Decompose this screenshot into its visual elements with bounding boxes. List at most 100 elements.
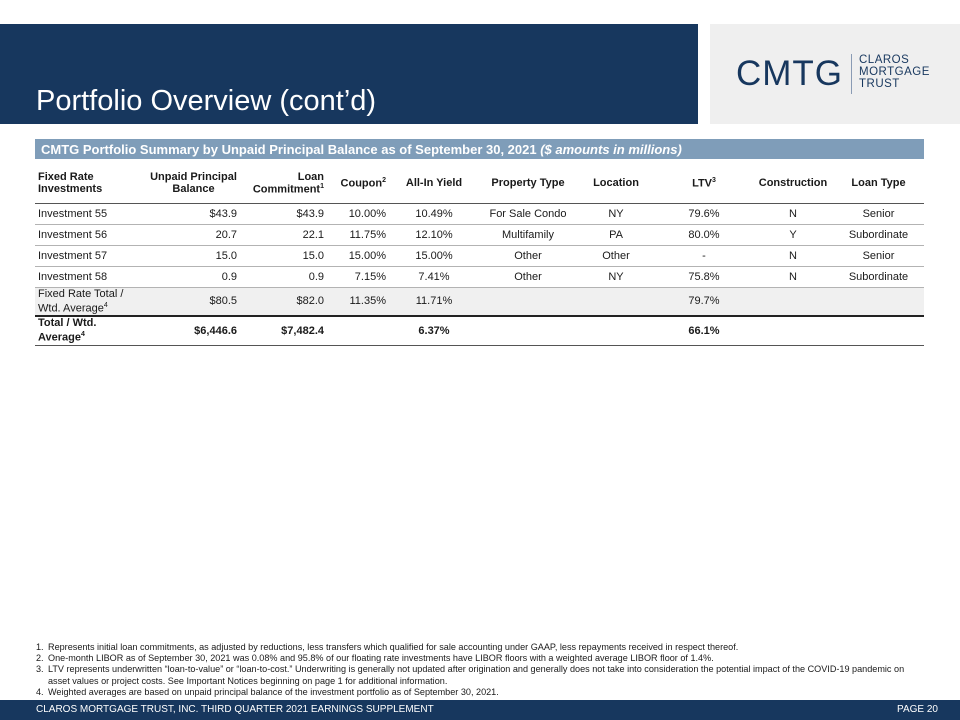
cell-yield: 12.10% (415, 229, 453, 241)
cell-property-type: Other (514, 271, 542, 283)
section-header-bar: CMTG Portfolio Summary by Unpaid Princip… (35, 139, 924, 159)
col-header-coupon: Coupon2 (327, 163, 389, 204)
cell-location: NY (608, 208, 624, 220)
portfolio-summary-table: Fixed Rate Investments Unpaid Principal … (35, 163, 924, 346)
footnote: 2. One-month LIBOR as of September 30, 20… (36, 653, 928, 664)
cell-commitment: 22.1 (302, 229, 324, 241)
subtotal-label-line: Wtd. Average (38, 302, 104, 315)
footer-page-number: PAGE 20 (897, 704, 938, 715)
col-header-construction: Construction (758, 177, 828, 189)
col-header-location: Location (593, 177, 639, 189)
cell-upb: 0.9 (221, 271, 237, 283)
col-header-ltv: LTV3 (655, 163, 753, 204)
footnote-number: 4. (36, 686, 44, 697)
cell-ltv: 80.0% (688, 229, 720, 241)
total-empty (479, 316, 577, 346)
subtotal-yield: 11.71% (415, 295, 453, 308)
header-band (0, 24, 698, 124)
cell-ltv: - (702, 250, 706, 262)
cell-loan-type: Subordinate (848, 271, 909, 283)
logo-subtext-line: TRUST (859, 78, 900, 90)
col-header-property-type: Property Type (491, 177, 565, 189)
total-ltv: 66.1% (688, 324, 720, 337)
cell-location: Other (602, 250, 630, 262)
cell-construction: N (789, 271, 797, 283)
footnotes: 1. Represents initial loan commitments, a… (36, 642, 928, 698)
total-empty (577, 316, 655, 346)
cell-construction: Y (789, 229, 797, 241)
cell-yield: 15.00% (415, 250, 453, 262)
cell-property-type: For Sale Condo (489, 208, 567, 220)
col-header-upb: Unpaid Principal Balance (150, 171, 237, 195)
cell-location: PA (609, 229, 623, 241)
cell-investment: Investment 57 (38, 250, 108, 262)
cell-coupon: 7.15% (354, 271, 386, 283)
subtotal-ltv: 79.7% (688, 295, 720, 308)
section-title-note: ($ amounts in millions) (540, 142, 682, 157)
total-label: Total / Wtd. Average4 (35, 316, 147, 346)
total-empty (327, 316, 389, 346)
subtotal-label: Fixed Rate Total / Wtd. Average4 (35, 288, 147, 316)
total-commitment: $7,482.4 (281, 324, 324, 337)
cell-investment: Investment 58 (38, 271, 108, 283)
cell-coupon: 11.75% (349, 229, 387, 241)
cell-upb: 15.0 (215, 250, 237, 262)
cell-location: NY (608, 271, 624, 283)
col-header-commitment-text: Loan Commitment (252, 170, 324, 196)
footnote: 1. Represents initial loan commitments, a… (36, 642, 928, 653)
subtotal-coupon: 11.35% (349, 295, 387, 308)
col-header-yield: All-In Yield (405, 177, 463, 189)
footnote-number: 1. (36, 642, 44, 652)
col-header-investment: Fixed Rate Investments (38, 171, 103, 195)
cell-commitment: $43.9 (296, 208, 324, 220)
table-row: Investment 57 15.0 15.0 15.00% 15.00% Ot… (35, 246, 924, 267)
cell-commitment: 15.0 (302, 250, 324, 262)
table-row: Investment 55 $43.9 $43.9 10.00% 10.49% … (35, 204, 924, 225)
footer-document-title: CLAROS MORTGAGE TRUST, INC. THIRD QUARTE… (36, 704, 434, 715)
subtotal-commitment: $82.0 (296, 295, 324, 308)
footnote: 4. Weighted averages are based on unpaid … (36, 687, 928, 698)
total-empty (833, 316, 924, 346)
company-logo: CMTG CLAROS MORTGAGE TRUST (710, 24, 960, 124)
table-row: Investment 56 20.7 22.1 11.75% 12.10% Mu… (35, 225, 924, 246)
col-header-commitment: Loan Commitment1 (240, 163, 327, 204)
cell-loan-type: Senior (862, 208, 895, 220)
logo-subtext-line: CLAROS (859, 54, 910, 66)
subtotal-label-line: Fixed Rate Total / (38, 288, 124, 300)
cell-upb: $43.9 (209, 208, 237, 220)
footnote-ref: 4 (103, 302, 108, 309)
cell-investment: Investment 56 (38, 229, 108, 241)
total-label-line: Total / Wtd. (38, 317, 97, 330)
footnote-ref: 1 (320, 182, 324, 190)
cell-construction: N (789, 250, 797, 262)
footnote: 3. LTV represents underwritten “loan-to-v… (36, 664, 928, 686)
subtotal-empty (833, 288, 924, 316)
total-row: Total / Wtd. Average4 $6,446.6 $7,482.4 6… (35, 316, 924, 346)
cell-loan-type: Subordinate (848, 229, 909, 241)
subtotal-empty (753, 288, 833, 316)
cell-construction: N (789, 208, 797, 220)
footnote-text: One-month LIBOR as of September 30, 2021… (48, 653, 714, 664)
cell-yield: 7.41% (418, 271, 450, 283)
cell-property-type: Multifamily (502, 229, 554, 241)
subtotal-empty (577, 288, 655, 316)
subtotal-upb: $80.5 (209, 295, 237, 308)
footnote-ref: 4 (81, 331, 85, 339)
logo-divider (851, 54, 852, 94)
cell-yield: 10.49% (415, 208, 453, 220)
footnote-ref: 3 (712, 176, 716, 184)
cell-investment: Investment 55 (38, 208, 108, 220)
footer-band: CLAROS MORTGAGE TRUST, INC. THIRD QUARTE… (0, 700, 960, 720)
section-title-text: CMTG Portfolio Summary by Unpaid Princip… (41, 142, 537, 157)
cell-loan-type: Senior (862, 250, 895, 262)
footnote-ref: 2 (382, 176, 386, 184)
cell-upb: 20.7 (215, 229, 237, 241)
col-header-coupon-text: Coupon (340, 177, 383, 190)
total-yield: 6.37% (418, 324, 450, 337)
col-header-ltv-text: LTV (692, 177, 713, 190)
table-header-row: Fixed Rate Investments Unpaid Principal … (35, 163, 924, 204)
page-title: Portfolio Overview (cont’d) (36, 85, 377, 117)
logo-subtext: CLAROS MORTGAGE TRUST (859, 54, 930, 90)
cell-ltv: 79.6% (688, 208, 720, 220)
subtotal-empty (479, 288, 577, 316)
